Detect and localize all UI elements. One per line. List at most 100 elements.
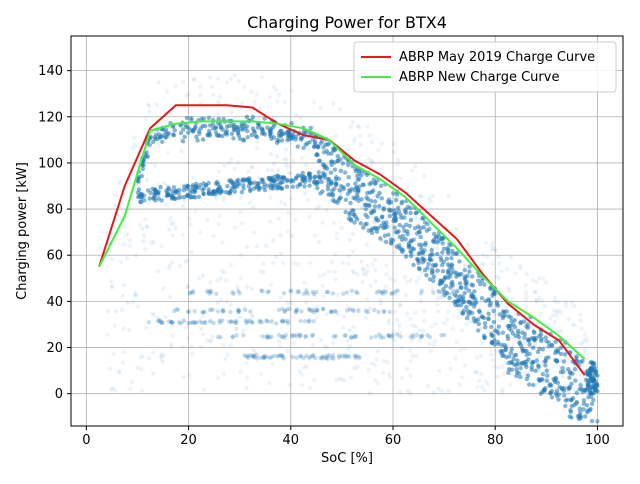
scatter-point	[261, 334, 266, 339]
scatter-point	[391, 212, 396, 218]
scatter-point	[244, 284, 250, 290]
scatter-point	[509, 372, 515, 378]
scatter-point	[282, 356, 287, 361]
scatter-point	[214, 291, 219, 296]
scatter-point	[438, 295, 443, 300]
scatter-point	[358, 221, 363, 226]
scatter-point	[494, 274, 500, 279]
scatter-point	[398, 334, 403, 339]
scatter-point	[245, 353, 251, 359]
scatter-point	[391, 149, 396, 155]
scatter-point	[343, 170, 348, 175]
scatter-point	[317, 274, 322, 279]
scatter-point	[387, 213, 392, 219]
scatter-point	[126, 328, 132, 333]
scatter-point	[141, 239, 146, 244]
scatter-point	[167, 295, 173, 300]
scatter-point	[407, 228, 412, 234]
scatter-point	[446, 193, 451, 198]
scatter-point	[337, 196, 342, 202]
scatter-point	[180, 344, 185, 349]
scatter-point	[184, 94, 189, 99]
scatter-point	[503, 347, 508, 353]
scatter-point	[269, 319, 274, 324]
scatter-point	[379, 223, 384, 228]
scatter-point	[408, 253, 414, 259]
scatter-point	[511, 359, 516, 364]
scatter-point	[508, 315, 514, 320]
scatter-point	[301, 355, 306, 361]
scatter-point	[280, 306, 285, 312]
scatter-point	[324, 345, 330, 350]
scatter-point	[282, 309, 288, 314]
scatter-point	[202, 319, 208, 325]
scatter-point	[303, 334, 308, 340]
scatter-point	[384, 272, 389, 277]
scatter-point	[349, 334, 354, 340]
scatter-point	[331, 163, 336, 168]
scatter-point	[229, 126, 235, 131]
scatter-point	[428, 199, 434, 204]
scatter-point	[392, 242, 397, 247]
scatter-point	[353, 197, 359, 203]
scatter-point	[390, 238, 396, 243]
scatter-point	[217, 318, 222, 323]
scatter-point	[394, 211, 399, 216]
scatter-point	[489, 261, 495, 266]
scatter-point	[343, 209, 348, 215]
scatter-point	[427, 334, 433, 340]
scatter-point	[369, 159, 374, 164]
scatter-point	[501, 305, 506, 310]
scatter-point	[413, 310, 418, 315]
scatter-point	[186, 321, 191, 326]
scatter-point	[121, 326, 126, 331]
scatter-point	[179, 149, 184, 154]
scatter-point	[260, 261, 266, 266]
scatter-point	[132, 142, 137, 148]
scatter-point	[326, 192, 331, 197]
scatter-point	[421, 328, 426, 333]
scatter-point	[236, 288, 241, 294]
scatter-point	[170, 233, 175, 238]
scatter-point	[330, 291, 336, 296]
scatter-point	[303, 299, 309, 304]
scatter-point	[414, 235, 420, 240]
scatter-point	[584, 403, 590, 408]
scatter-point	[136, 186, 142, 191]
scatter-point	[226, 319, 232, 324]
scatter-point	[475, 384, 480, 390]
scatter-point	[369, 139, 375, 145]
scatter-point	[330, 188, 335, 194]
scatter-point	[182, 184, 187, 189]
scatter-point	[381, 358, 387, 364]
scatter-point	[364, 242, 369, 247]
scatter-point	[439, 333, 444, 338]
scatter-point	[258, 355, 263, 360]
scatter-point	[180, 319, 185, 324]
scatter-point	[412, 226, 418, 231]
scatter-point	[173, 225, 179, 231]
scatter-point	[482, 335, 487, 340]
scatter-point	[332, 308, 338, 314]
scatter-point	[301, 145, 306, 151]
scatter-point	[403, 292, 409, 298]
scatter-point	[178, 130, 184, 136]
scatter-point	[303, 142, 308, 147]
scatter-point	[294, 333, 299, 338]
scatter-point	[416, 251, 421, 256]
scatter-point	[258, 268, 263, 274]
scatter-point	[433, 321, 438, 327]
scatter-point	[523, 362, 528, 367]
scatter-point	[524, 294, 529, 299]
scatter-point	[470, 283, 476, 288]
scatter-point	[567, 383, 572, 388]
scatter-point	[582, 352, 587, 357]
scatter-point	[446, 388, 451, 394]
scatter-point	[441, 332, 447, 338]
scatter-point	[148, 190, 153, 196]
scatter-point	[384, 220, 389, 225]
scatter-point	[581, 398, 587, 403]
scatter-point	[138, 199, 144, 204]
scatter-point	[311, 310, 316, 315]
scatter-point	[381, 207, 386, 212]
